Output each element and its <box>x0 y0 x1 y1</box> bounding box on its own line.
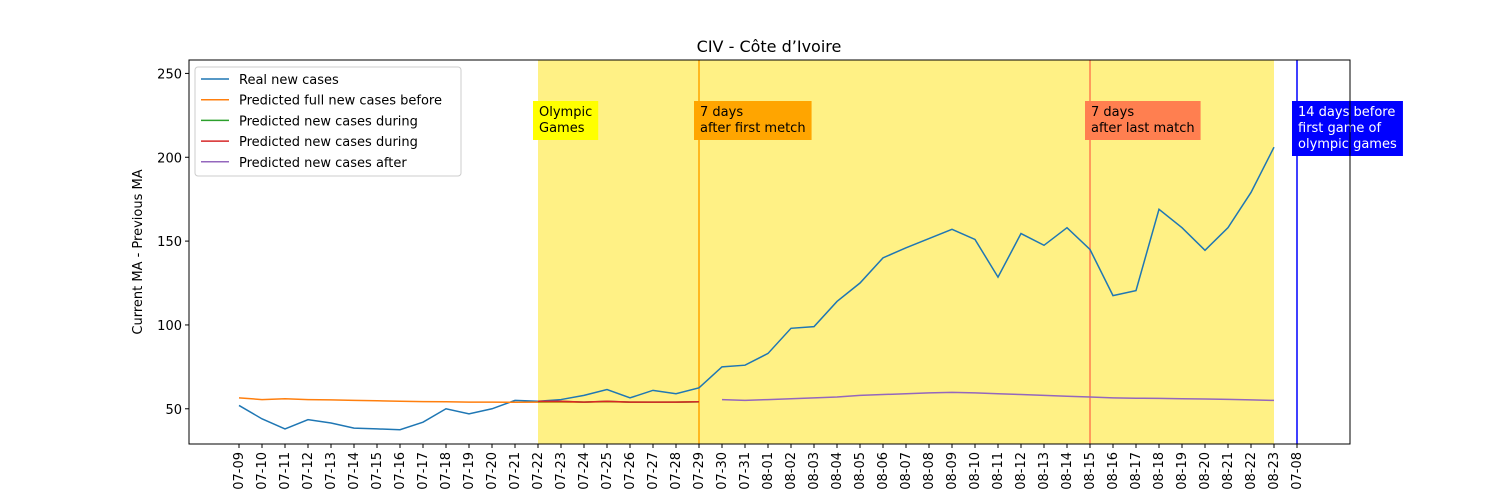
annotation-line: 7 days <box>700 105 743 120</box>
x-tick-label: 07-29 <box>692 452 707 490</box>
x-tick-label: 08-22 <box>1244 452 1259 490</box>
x-tick-label: 07-24 <box>577 452 592 490</box>
plot-frame <box>188 59 1351 445</box>
y-tick-label: 100 <box>157 319 182 334</box>
x-tick-label: 07-19 <box>462 452 477 490</box>
legend-label: Predicted new cases during <box>239 135 418 150</box>
annotation: Olympic Games <box>533 101 599 140</box>
x-tick-label: 07-09 <box>232 452 247 490</box>
series-line <box>238 146 1275 431</box>
x-tick-label: 08-03 <box>807 452 822 490</box>
legend-label: Real new cases <box>239 73 339 88</box>
x-tick-label: 08-17 <box>1129 452 1144 490</box>
x-tick-label: 07-12 <box>301 452 316 490</box>
legend-label: Predicted full new cases before <box>239 94 442 109</box>
annotation-line: Olympic <box>539 105 592 120</box>
x-tick-label: 07-27 <box>646 452 661 490</box>
y-tick-label: 50 <box>165 403 182 418</box>
x-tick-label: 07-15 <box>370 452 385 490</box>
x-tick-label: 08-19 <box>1175 452 1190 490</box>
x-tick-label: 07-14 <box>347 452 362 490</box>
x-tick-label: 08-02 <box>784 452 799 490</box>
x-tick-label: 07-16 <box>393 452 408 490</box>
legend: Real new cases Predicted full new cases b… <box>194 66 462 177</box>
annotation-text: Olympic Games <box>539 105 592 136</box>
legend-label: Predicted new cases after <box>239 156 407 171</box>
x-tick-label: 07-30 <box>715 452 730 490</box>
x-tick-label: 07-26 <box>623 452 638 490</box>
x-tick-label: 08-12 <box>1014 452 1029 490</box>
annotation: 14 days before first game of olympic games <box>1292 101 1403 156</box>
x-tick-label: 08-08 <box>922 452 937 490</box>
x-tick-label: 08-13 <box>1037 452 1052 490</box>
annotation-text: 7 days after first metch <box>700 105 806 136</box>
annotation-text: 7 days after last match <box>1091 105 1195 136</box>
x-tick-label: 08-11 <box>991 452 1006 490</box>
x-tick-label: 07-11 <box>278 452 293 490</box>
annotation-box <box>1085 101 1201 140</box>
legend-label: Predicted new cases during <box>239 114 418 129</box>
x-tick-label: 08-14 <box>1060 452 1075 490</box>
x-tick-label: 07-31 <box>738 452 753 490</box>
x-tick-label: 08-06 <box>876 452 891 490</box>
series-line <box>721 391 1275 402</box>
x-tick-label: 08-21 <box>1221 452 1236 490</box>
x-tick-label: 08-23 <box>1267 452 1282 490</box>
y-tick-label: 150 <box>157 235 182 250</box>
annotation: 7 days after first metch <box>694 101 812 140</box>
x-tick-label: 07-22 <box>531 452 546 490</box>
x-tick-label: 08-07 <box>899 452 914 490</box>
x-tick-label: 08-15 <box>1083 452 1098 490</box>
x-tick-label: 07-28 <box>669 452 684 490</box>
y-tick-label: 250 <box>157 67 182 82</box>
annotation-line: 7 days <box>1091 105 1134 120</box>
x-tick-label: 07-20 <box>485 452 500 490</box>
x-tick-label: 08-04 <box>830 452 845 490</box>
annotation-line: olympic games <box>1298 137 1397 152</box>
x-tick-label: 08-20 <box>1198 452 1213 490</box>
annotation-box <box>1292 101 1403 156</box>
annotation-box <box>694 101 812 140</box>
y-axis-label: Current MA - Previous MA <box>131 169 146 334</box>
x-tick-label: 08-10 <box>968 452 983 490</box>
x-tick-label: 07-08 <box>1290 452 1305 490</box>
x-tick-label: 07-23 <box>554 452 569 490</box>
annotation-box <box>533 101 599 140</box>
annotation-line: Games <box>539 121 585 136</box>
x-tick-label: 07-25 <box>600 452 615 490</box>
x-tick-label: 07-21 <box>508 452 523 490</box>
annotation-line: 14 days before <box>1298 105 1395 120</box>
annotation: 7 days after last match <box>1085 101 1201 140</box>
x-tick-label: 07-18 <box>439 452 454 490</box>
annotation-line: first game of <box>1298 121 1382 136</box>
annotation-text: 14 days before first game of olympic games <box>1298 105 1397 152</box>
x-tick-label: 07-10 <box>255 452 270 490</box>
x-tick-label: 08-18 <box>1152 452 1167 490</box>
x-tick-label: 07-13 <box>324 452 339 490</box>
series-line <box>538 400 700 403</box>
x-tick-label: 08-05 <box>853 452 868 490</box>
x-tick-label: 08-09 <box>945 452 960 490</box>
x-tick-label: 08-01 <box>761 452 776 490</box>
legend-box <box>194 66 462 177</box>
annotation-line: after last match <box>1091 121 1195 136</box>
annotation-line: after first metch <box>700 121 806 136</box>
x-tick-label: 07-17 <box>416 452 431 490</box>
chart-title: CIV - Côte d’Ivoire <box>697 37 842 56</box>
y-tick-label: 200 <box>157 151 182 166</box>
x-tick-label: 08-16 <box>1106 452 1121 490</box>
